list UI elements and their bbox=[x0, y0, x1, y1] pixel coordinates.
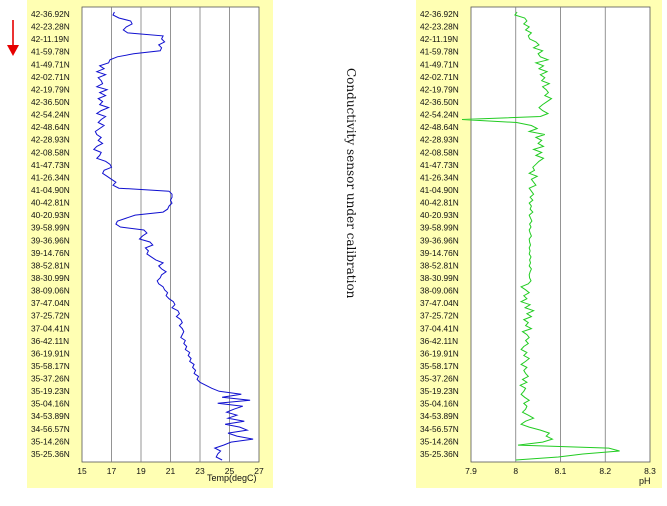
temp-latitude-label: 34-53.89N bbox=[31, 411, 70, 421]
temp-x-tick-label: 17 bbox=[107, 466, 117, 476]
ph-latitude-label: 38-30.99N bbox=[420, 273, 459, 283]
temp-x-tick-label: 27 bbox=[254, 466, 264, 476]
temp-latitude-label: 35-04.16N bbox=[31, 399, 70, 409]
temp-x-tick-label: 25 bbox=[225, 466, 235, 476]
temp-latitude-label: 37-25.72N bbox=[31, 311, 70, 321]
temp-latitude-label: 42-48.64N bbox=[31, 122, 70, 132]
temp-x-tick-label: 21 bbox=[166, 466, 176, 476]
ph-latitude-label: 39-36.96N bbox=[420, 235, 459, 245]
ph-latitude-label: 36-42.11N bbox=[420, 336, 458, 346]
temp-latitude-label: 39-36.96N bbox=[31, 235, 70, 245]
ph-latitude-label: 41-04.90N bbox=[420, 185, 459, 195]
ph-latitude-label: 42-11.19N bbox=[420, 34, 458, 44]
ph-chart: 42-36.92N 42-23.28N 42-11.19N 41-59.78N 41-4… bbox=[416, 0, 662, 488]
temp-latitude-label: 35-25.36N bbox=[31, 449, 70, 459]
temp-latitude-label: 42-28.93N bbox=[31, 135, 70, 145]
temperature-chart: 42-36.92N 42-23.28N 42-11.19N 41-59.78N 41-4… bbox=[27, 0, 273, 488]
temp-latitude-label: 35-19.23N bbox=[31, 386, 70, 396]
temp-latitude-label: 35-58.17N bbox=[31, 361, 70, 371]
temp-x-tick-label: 19 bbox=[136, 466, 146, 476]
temp-latitude-label: 42-23.28N bbox=[31, 22, 70, 32]
temp-latitude-label: 41-47.73N bbox=[31, 160, 70, 170]
ph-latitude-label: 35-19.23N bbox=[420, 386, 459, 396]
temp-latitude-label: 38-09.06N bbox=[31, 286, 70, 296]
ph-latitude-label: 42-48.64N bbox=[420, 122, 459, 132]
temp-latitude-label: 42-54.24N bbox=[31, 110, 70, 120]
temp-latitude-label: 38-52.81N bbox=[31, 260, 70, 270]
temp-latitude-label: 38-30.99N bbox=[31, 273, 70, 283]
temp-latitude-label: 37-04.41N bbox=[31, 323, 70, 333]
ph-latitude-label: 39-14.76N bbox=[420, 248, 459, 258]
ph-x-tick-label: 8.1 bbox=[555, 466, 567, 476]
ph-latitude-label: 42-36.92N bbox=[420, 9, 459, 19]
temp-x-tick-label: 23 bbox=[195, 466, 205, 476]
ph-latitude-label: 42-02.71N bbox=[420, 72, 459, 82]
calibration-annotation: Conductivity sensor under calibration bbox=[344, 68, 358, 299]
temp-latitude-label: 42-36.92N bbox=[31, 9, 70, 19]
ph-latitude-label: 38-09.06N bbox=[420, 286, 459, 296]
ph-axis-label: pH bbox=[639, 476, 651, 486]
ph-latitude-label: 34-53.89N bbox=[420, 411, 459, 421]
ph-latitude-label: 40-20.93N bbox=[420, 210, 459, 220]
ph-x-tick-label: 7.9 bbox=[465, 466, 477, 476]
temp-x-tick-label: 15 bbox=[77, 466, 87, 476]
ph-x-tick-label: 8 bbox=[513, 466, 518, 476]
ph-x-tick-label: 8.3 bbox=[644, 466, 656, 476]
temp-latitude-label: 37-47.04N bbox=[31, 298, 70, 308]
temp-series-line bbox=[92, 11, 254, 461]
ph-latitude-label: 35-25.36N bbox=[420, 449, 459, 459]
ph-latitude-label: 39-58.99N bbox=[420, 223, 459, 233]
ph-latitude-label: 42-28.93N bbox=[420, 135, 459, 145]
temp-latitude-label: 41-04.90N bbox=[31, 185, 70, 195]
temp-latitude-label: 41-26.34N bbox=[31, 172, 70, 182]
temp-latitude-label: 42-36.50N bbox=[31, 97, 70, 107]
temp-latitude-label: 39-58.99N bbox=[31, 223, 70, 233]
temperature-axis-label: Temp(degC) bbox=[207, 473, 257, 483]
temp-latitude-label: 34-56.57N bbox=[31, 424, 70, 434]
ph-latitude-label: 41-47.73N bbox=[420, 160, 459, 170]
temp-latitude-label: 42-11.19N bbox=[31, 34, 69, 44]
temp-latitude-label: 40-20.93N bbox=[31, 210, 70, 220]
temp-latitude-label: 35-14.26N bbox=[31, 436, 70, 446]
ph-latitude-label: 37-04.41N bbox=[420, 323, 459, 333]
temp-latitude-label: 41-59.78N bbox=[31, 47, 70, 57]
temp-latitude-label: 36-19.91N bbox=[31, 348, 70, 358]
ph-latitude-label: 42-54.24N bbox=[420, 110, 459, 120]
ph-latitude-label: 36-19.91N bbox=[420, 348, 459, 358]
ph-latitude-label: 38-52.81N bbox=[420, 260, 459, 270]
ph-x-tick-label: 8.2 bbox=[599, 466, 611, 476]
ph-latitude-label: 37-25.72N bbox=[420, 311, 459, 321]
down-arrow-icon bbox=[7, 20, 19, 56]
ph-latitude-label: 35-58.17N bbox=[420, 361, 459, 371]
ph-latitude-label: 42-23.28N bbox=[420, 22, 459, 32]
ph-series-line bbox=[461, 11, 620, 461]
temp-latitude-label: 35-37.26N bbox=[31, 374, 70, 384]
ph-latitude-label: 35-37.26N bbox=[420, 374, 459, 384]
ph-latitude-label: 41-49.71N bbox=[420, 59, 459, 69]
ph-latitude-label: 41-26.34N bbox=[420, 172, 459, 182]
temp-latitude-label: 40-42.81N bbox=[31, 198, 70, 208]
temp-latitude-label: 41-49.71N bbox=[31, 59, 70, 69]
temp-latitude-label: 39-14.76N bbox=[31, 248, 70, 258]
ph-latitude-label: 41-59.78N bbox=[420, 47, 459, 57]
temp-latitude-label: 42-08.58N bbox=[31, 147, 70, 157]
ph-latitude-label: 35-04.16N bbox=[420, 399, 459, 409]
temp-latitude-label: 36-42.11N bbox=[31, 336, 69, 346]
ph-latitude-label: 40-42.81N bbox=[420, 198, 459, 208]
ph-latitude-label: 35-14.26N bbox=[420, 436, 459, 446]
temp-latitude-label: 42-19.79N bbox=[31, 84, 70, 94]
ph-latitude-label: 42-19.79N bbox=[420, 84, 459, 94]
ph-latitude-label: 42-08.58N bbox=[420, 147, 459, 157]
ph-latitude-label: 37-47.04N bbox=[420, 298, 459, 308]
ph-latitude-label: 42-36.50N bbox=[420, 97, 459, 107]
temp-latitude-label: 42-02.71N bbox=[31, 72, 70, 82]
ph-latitude-label: 34-56.57N bbox=[420, 424, 459, 434]
